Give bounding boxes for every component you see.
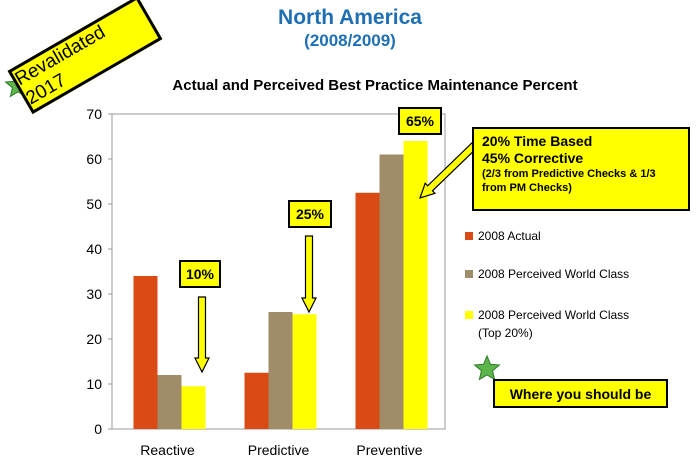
note-line-1: 20% Time Based	[482, 133, 593, 149]
y-tick-label: 40	[86, 241, 102, 257]
green-star-icon	[473, 354, 501, 381]
legend-swatch-actual	[465, 232, 473, 240]
annotation-label: 10%	[186, 266, 215, 282]
legend-item-perceived: 2008 Perceived World Class	[465, 265, 629, 283]
x-tick-label: Predictive	[248, 442, 310, 458]
bar-top20	[292, 314, 317, 429]
legend-swatch-top20	[465, 311, 473, 319]
annotation-box	[288, 200, 332, 228]
bar-perceived	[157, 375, 182, 429]
annotation-label: 65%	[406, 113, 435, 129]
page-title: North America	[278, 6, 422, 29]
annotation-box	[179, 260, 221, 288]
y-tick-label: 70	[86, 106, 102, 122]
annotation-box	[398, 107, 442, 135]
x-tick-label: Preventive	[356, 442, 422, 458]
bar-actual	[244, 372, 269, 429]
legend-label-perceived: 2008 Perceived World Class	[478, 267, 630, 281]
y-tick-label: 60	[86, 151, 102, 167]
annotation-label: 25%	[296, 206, 325, 222]
note-line-3: (2/3 from Predictive Checks & 1/3 from P…	[482, 168, 656, 194]
bar-actual	[133, 276, 158, 429]
legend-label-top20: 2008 Perceived World Class (Top 20%)	[478, 308, 630, 340]
bar-top20	[403, 141, 428, 429]
note-arrow	[419, 136, 484, 199]
page-subtitle: (2008/2009)	[304, 31, 396, 50]
bar-top20	[181, 386, 206, 429]
preventive-note-box: 20% Time Based 45% Corrective (2/3 from …	[472, 127, 690, 211]
annotation-arrow	[194, 296, 210, 374]
x-tick-label: Reactive	[140, 442, 195, 458]
where-you-should-be-box: Where you should be	[493, 379, 668, 408]
note-line-2: 45% Corrective	[482, 150, 584, 166]
y-tick-label: 20	[86, 331, 102, 347]
legend-item-actual: 2008 Actual	[465, 227, 541, 245]
y-tick-label: 10	[86, 376, 102, 392]
bar-perceived	[379, 154, 404, 429]
bar-actual	[355, 192, 380, 429]
chart-title: Actual and Perceived Best Practice Maint…	[172, 77, 578, 94]
y-tick-label: 0	[94, 421, 102, 437]
y-tick-label: 30	[86, 286, 102, 302]
bar-perceived	[268, 312, 293, 429]
y-tick-label: 50	[86, 196, 102, 212]
legend-label-actual: 2008 Actual	[478, 229, 541, 243]
legend-swatch-perceived	[465, 270, 473, 278]
annotation-arrow	[301, 235, 317, 314]
legend-item-top20: 2008 Perceived World Class (Top 20%)	[465, 306, 655, 342]
